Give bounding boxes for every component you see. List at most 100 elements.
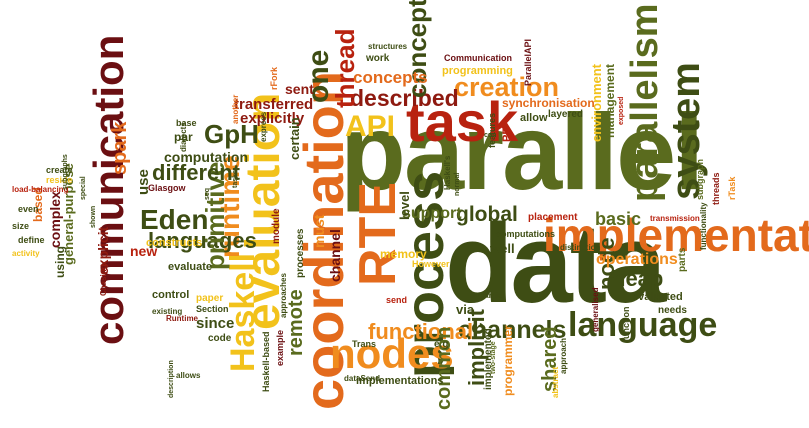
word-channel: channel (327, 229, 343, 282)
word-eg: e.g (434, 339, 449, 350)
word-creation: creation (454, 72, 560, 102)
word-task: task (406, 90, 519, 153)
word-load-balancing: load-balancing (12, 185, 69, 194)
word-trans: Trans (352, 339, 377, 349)
word-module: module (271, 208, 282, 244)
word-parallelism: parallelism (624, 3, 666, 202)
word-since: since (196, 315, 235, 332)
word-eden: Eden (140, 204, 209, 235)
word-special: special (80, 176, 87, 200)
word-environment: environment (589, 63, 604, 142)
word-computations: computations (496, 229, 556, 239)
word-placement: placement (528, 212, 578, 223)
word-existing: existing (152, 307, 183, 316)
word-using: using (53, 246, 67, 278)
word-parallel: parallel (340, 91, 704, 212)
word-code: code (208, 333, 232, 344)
word-glasgow: Glasgow (148, 183, 186, 193)
word-heap: heap (612, 266, 664, 291)
word-work: work (366, 53, 390, 64)
word-functionality: functionality (699, 202, 708, 250)
word-seq: seq (204, 187, 211, 200)
word-level: level (397, 191, 412, 220)
word-communication: communication (85, 34, 132, 345)
word-define: define (18, 235, 45, 245)
word-communication-small: Communication (444, 53, 513, 63)
word-distinction: distinction (560, 243, 601, 252)
word-express: express (259, 111, 268, 142)
word-activity: activity (12, 249, 40, 258)
word-threads: threads (711, 172, 721, 205)
word-tasks: tasks (232, 170, 239, 188)
word-computation: computation (164, 149, 248, 165)
word-haskell: Haskell (224, 252, 262, 372)
word-well: well (490, 241, 515, 256)
word-generalised: generalised (591, 287, 600, 332)
word-pe: PE (501, 127, 513, 142)
word-spark: spark (109, 121, 131, 175)
word-approaches: approaches (279, 273, 288, 318)
word-transferred: transferred (234, 96, 314, 113)
word-layered: layered (548, 109, 584, 120)
word-con: con (484, 132, 497, 139)
word-must: must (311, 214, 327, 248)
word-control: control (152, 289, 190, 301)
word-size: size (12, 221, 30, 231)
word-however: However (412, 259, 450, 269)
word-certain: certain (287, 117, 302, 160)
word-described: described (350, 85, 459, 111)
word-programming: programming (442, 65, 513, 77)
word-send: send (386, 295, 408, 305)
word-data: data (445, 201, 666, 326)
word-example: example (275, 329, 285, 366)
word-new: new (130, 243, 158, 259)
word-management: management (603, 63, 617, 138)
word-section: Section (196, 304, 229, 314)
word-explicitly: explicitly (240, 110, 305, 127)
word-implementation: implementation (543, 209, 809, 261)
word-language: language (568, 306, 718, 344)
word-channels: channels (458, 316, 567, 344)
word-two-stage: two-stage (490, 341, 497, 374)
word-even: even (18, 204, 39, 214)
word-synchronisation: synchronisation (502, 96, 595, 110)
word-chasing: Chasing (99, 264, 108, 296)
word-evaluated: evaluated (632, 291, 683, 303)
word-support: support (402, 205, 462, 222)
word-gph: GpH (204, 119, 259, 149)
word-basic: basic (595, 209, 642, 229)
word-dialects: dialects (179, 122, 188, 152)
word-evaluate: evaluate (168, 261, 213, 273)
word-transmission: transmission (650, 214, 700, 223)
word-base: base (176, 118, 197, 128)
word-reside: reside (46, 175, 73, 185)
word-different: different (152, 160, 240, 185)
word-exposed: exposed (618, 96, 625, 125)
word-dynamic: dynamic (470, 291, 503, 300)
word-paper: paper (196, 293, 224, 304)
word-parts: parts (677, 247, 688, 272)
word-remote: remote (285, 289, 307, 356)
word-constructs: constructs (146, 237, 203, 249)
word-programmer: programmer (501, 325, 515, 396)
word-nodes: nodes (330, 330, 454, 377)
word-implementations: implementations (356, 375, 444, 387)
word-complex: complex (47, 191, 63, 248)
word-global: global (456, 203, 518, 226)
word-concepts: concepts (353, 68, 428, 87)
word-normal: normal (454, 172, 461, 196)
word-create: create (46, 165, 73, 175)
word-abstract: abstract (551, 366, 560, 398)
word-allows: allows (176, 371, 201, 380)
word-structures: structures (368, 42, 408, 51)
word-languages: languages (148, 228, 257, 253)
word-functional: functional (368, 319, 474, 344)
word-par: par (174, 130, 193, 144)
word-allow: allow (520, 112, 548, 124)
word-sent: sent (285, 81, 314, 97)
word-function: function (621, 306, 631, 343)
word-needs: needs (658, 305, 687, 316)
word-subgraphs: subgraphs (62, 154, 69, 190)
word-datasend: dataSend (344, 374, 381, 383)
